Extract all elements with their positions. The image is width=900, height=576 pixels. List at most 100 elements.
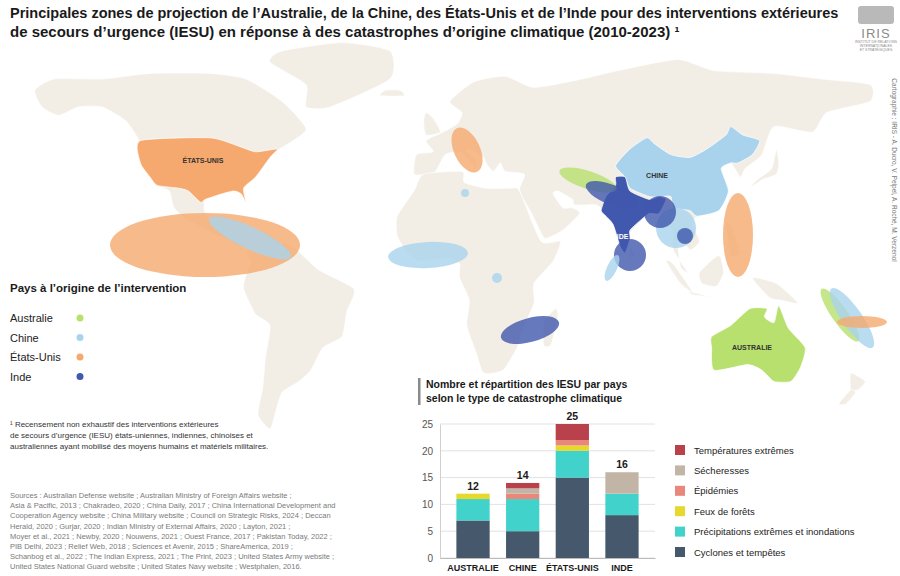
- x-tick: INDE: [611, 558, 633, 573]
- legend-label: États-Unis: [10, 351, 61, 363]
- logo-map: [858, 6, 894, 24]
- zone: [498, 311, 562, 350]
- bar-segment: [605, 515, 638, 558]
- legend-swatch: [675, 506, 685, 516]
- land: [699, 255, 724, 286]
- zone: [677, 228, 693, 244]
- country: [137, 138, 277, 203]
- bar-segment: [556, 445, 589, 450]
- sources: Sources : Australian Defense website ; A…: [10, 491, 292, 500]
- logo-text: IRIS: [861, 26, 890, 41]
- bar-segment: [556, 451, 589, 478]
- total-label: 16: [616, 458, 628, 470]
- y-tick-label: 25: [422, 419, 434, 430]
- bar-segment: [506, 531, 539, 558]
- land: [396, 171, 560, 373]
- footnote: australiennes ayant mobilisé des moyens …: [10, 442, 268, 451]
- legend-swatch: [77, 373, 84, 380]
- bar-segment: [506, 499, 539, 531]
- land: [839, 390, 856, 405]
- sources: Schanbog et al., 2022 ; The Indian Expre…: [10, 552, 334, 561]
- zone: [461, 189, 469, 197]
- y-axis-line: [440, 425, 441, 559]
- zone: [837, 316, 887, 328]
- bar-segment: [456, 520, 489, 558]
- x-axis: AUSTRALIE CHINE ÉTATS-UNIS INDE: [441, 558, 656, 573]
- grid: [440, 424, 655, 558]
- credit: Cartographie : IRIS - A. Ducro, V. Pelpe…: [890, 78, 898, 262]
- y-tick: 5: [427, 526, 440, 537]
- total-label: 12: [467, 480, 479, 492]
- footnote: de secours d’urgence (IESU) états-unienn…: [10, 431, 254, 440]
- page: AUSTRALIE CHINE ÉTATS-UNIS INDE Principales …: [0, 0, 900, 576]
- sources: Asia & Pacific, 2013 ; Chakradeo, 2020 ;…: [10, 501, 335, 510]
- legend-label: Températures extrêmes: [694, 445, 794, 456]
- land: [752, 278, 798, 304]
- legend-swatch: [77, 334, 84, 341]
- bar-segment: [456, 499, 489, 520]
- x-tick-label: AUSTRALIE: [447, 563, 499, 573]
- x-tick: AUSTRALIE: [447, 558, 499, 573]
- land: [666, 260, 693, 292]
- legend-swatch: [675, 486, 685, 496]
- legend-swatch: [675, 547, 685, 557]
- bar-segment: [605, 472, 638, 493]
- country-label: CHINE: [646, 172, 668, 179]
- y-tick-label: 10: [422, 499, 434, 510]
- x-tick: CHINE: [509, 558, 537, 573]
- y-tick-label: 5: [427, 526, 433, 537]
- zone: [445, 123, 489, 177]
- country-label: ÉTATS-UNIS: [183, 156, 224, 164]
- chart-title: selon le type de catastrophe climatique: [426, 392, 622, 404]
- x-axis-line: [441, 558, 656, 559]
- y-tick: 10: [422, 499, 440, 510]
- legend-label: Feux de forêts: [694, 506, 755, 517]
- zone: [387, 240, 468, 270]
- title: de secours d’urgence (IESU) en réponse à…: [10, 23, 679, 40]
- y-tick-label: 15: [422, 472, 434, 483]
- zone: [644, 196, 676, 228]
- country: [711, 306, 806, 383]
- zone-layer: [110, 123, 887, 353]
- zone: [723, 193, 753, 277]
- bar-segment: [506, 483, 539, 488]
- title: Principales zones de projection de l’Aus…: [10, 5, 838, 21]
- chart-title: Nombre et répartition des IESU par pays: [426, 378, 627, 390]
- y-tick-label: 0: [427, 553, 433, 564]
- bar-segment: [506, 488, 539, 493]
- grid-line: [440, 450, 655, 451]
- bar-segment: [456, 493, 489, 494]
- legend-swatch: [675, 527, 685, 537]
- land: [850, 373, 865, 391]
- zone: [492, 273, 502, 283]
- y-tick: 15: [422, 472, 440, 483]
- land: [424, 113, 441, 136]
- land: [270, 43, 395, 109]
- zone: [614, 239, 646, 271]
- bar-segment: [556, 424, 589, 440]
- legend-swatch: [77, 354, 84, 361]
- zone: [582, 175, 641, 215]
- zone: [205, 209, 296, 267]
- map-legend: Pays à l’origine de l’interventionAustra…: [10, 282, 186, 383]
- legend-label: Inde: [10, 371, 31, 383]
- zone: [602, 253, 623, 283]
- legend-label: Précipitations extrêmes et inondations: [694, 526, 855, 537]
- legend-swatch: [77, 315, 84, 322]
- sources: Moyer et al., 2021 ; Newby, 2020 ; Nouwe…: [10, 532, 332, 541]
- country-label: INDE: [612, 233, 629, 240]
- y-tick: 25: [422, 419, 440, 430]
- legend-label: Cyclones et tempêtes: [694, 547, 786, 558]
- bar-segment: [556, 440, 589, 445]
- bar-segment: [605, 494, 638, 515]
- land: [750, 149, 779, 188]
- sources: United States National Guard website ; U…: [10, 562, 302, 571]
- y-axis: 0 5 10 15 20 25: [422, 419, 441, 564]
- total-label: 25: [566, 410, 578, 422]
- sources: Herald, 2020 ; Gurjar, 2020 ; Indian Min…: [10, 522, 290, 531]
- bar-segment: [456, 494, 489, 499]
- y-tick-label: 20: [422, 446, 434, 457]
- title-bar: [418, 378, 421, 405]
- legend-swatch: [675, 445, 685, 455]
- x-tick-label: ÉTATS-UNIS: [546, 563, 599, 573]
